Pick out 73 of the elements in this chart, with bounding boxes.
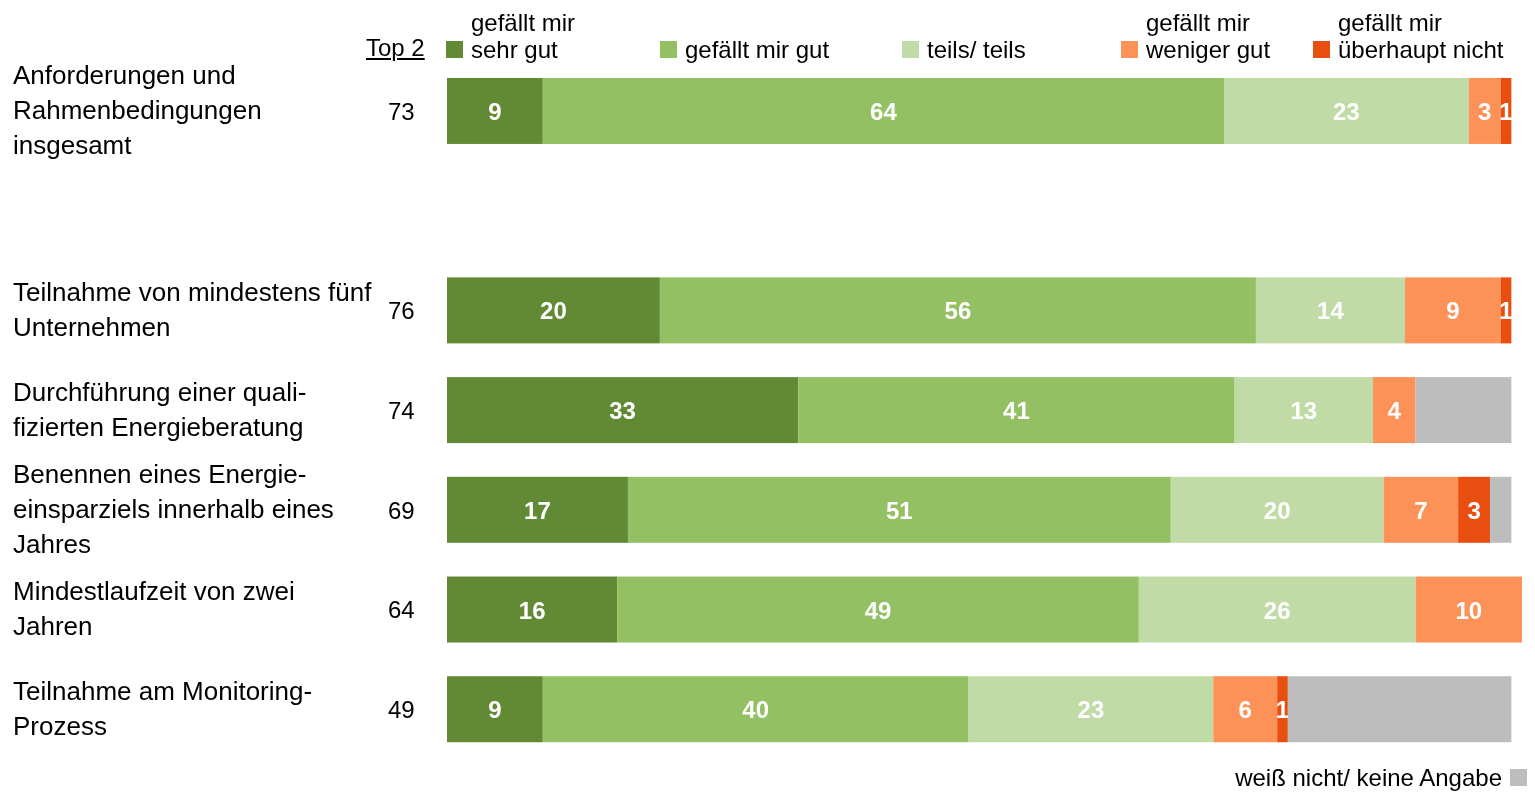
text: Top 2 [366,34,425,62]
text: 64 [388,596,415,624]
bar [447,277,660,344]
bar [447,676,543,743]
bar [542,676,969,743]
bar [1255,277,1405,344]
data-label: 56 [944,297,972,325]
legend-label: gefällt mir überhaupt nicht [1338,9,1505,63]
data-label: 3 [1478,97,1492,125]
data-label: 64 [870,97,898,125]
bar [1383,476,1459,543]
y-tick-label: Durchführung einer quali-fizierten Energieberatung [13,376,308,444]
text: 73 [388,97,415,125]
data-label: 33 [609,397,636,425]
bar [447,377,799,444]
legend-label: gefällt mir sehr gut [471,9,577,63]
legend-label: teils/ teils [927,36,1027,63]
data-label: 9 [488,97,502,125]
bar [1223,77,1469,144]
y-tick-label: Teilnahme von mindestens fünf Unternehmen [13,276,373,345]
legend-label: gefällt mir gut [685,36,831,63]
bar [1372,377,1416,444]
text: 76 [388,297,415,325]
data-label: 51 [886,496,913,524]
legend-label: gefällt mir weniger gut [1146,9,1272,63]
text: 69 [388,496,415,524]
bar [1234,377,1373,444]
text: 49 [388,696,415,724]
data-label: 1 [1275,696,1290,724]
bar [1138,576,1416,643]
bar [659,277,1256,344]
data-label: 10 [1455,596,1483,624]
data-label: 4 [1387,397,1402,425]
data-label: 14 [1317,297,1345,325]
y-tick-label: Teilnahme am Monitoring-Prozess [13,675,314,744]
bar [798,377,1235,444]
data-label: 9 [488,696,502,724]
y-tick-label: Anforderungen und Rahmenbedingungen insgesamt [13,60,262,161]
text: 74 [388,397,415,424]
bar [447,476,628,543]
bar [1415,377,1512,444]
bar [617,576,1139,643]
bar [968,676,1214,743]
data-label: 13 [1290,397,1318,425]
y-tick-label: Benennen eines Energie-einsparziels innerhalb eines Jahres [13,458,335,562]
y-tick-label: Mindestlaufzeit von zwei Jahren [13,575,296,644]
data-label: 7 [1414,496,1428,524]
data-label: 20 [540,297,567,325]
bar [1404,277,1501,344]
data-label: 20 [1263,496,1291,524]
series-label: weiß nicht/ keine Angabe [1235,764,1502,791]
data-label: 6 [1238,696,1252,724]
bar [1213,676,1278,743]
bar [1490,476,1512,543]
bar [447,77,543,144]
bar [1468,77,1501,144]
bar [1458,476,1491,543]
data-label: 23 [1077,696,1105,724]
bar [1415,576,1522,643]
data-label: 26 [1263,596,1291,624]
data-label: 17 [524,496,551,524]
data-label: 9 [1446,297,1460,325]
data-label: 40 [742,696,770,724]
bar [627,476,1171,543]
bar [542,77,1224,144]
data-label: 3 [1467,496,1481,524]
bar [1287,676,1512,743]
data-label: 41 [1003,397,1030,425]
bar [1170,476,1384,543]
data-label: 23 [1333,97,1360,125]
data-label: 49 [864,596,892,624]
data-label: 16 [518,596,546,624]
bar [447,576,618,643]
